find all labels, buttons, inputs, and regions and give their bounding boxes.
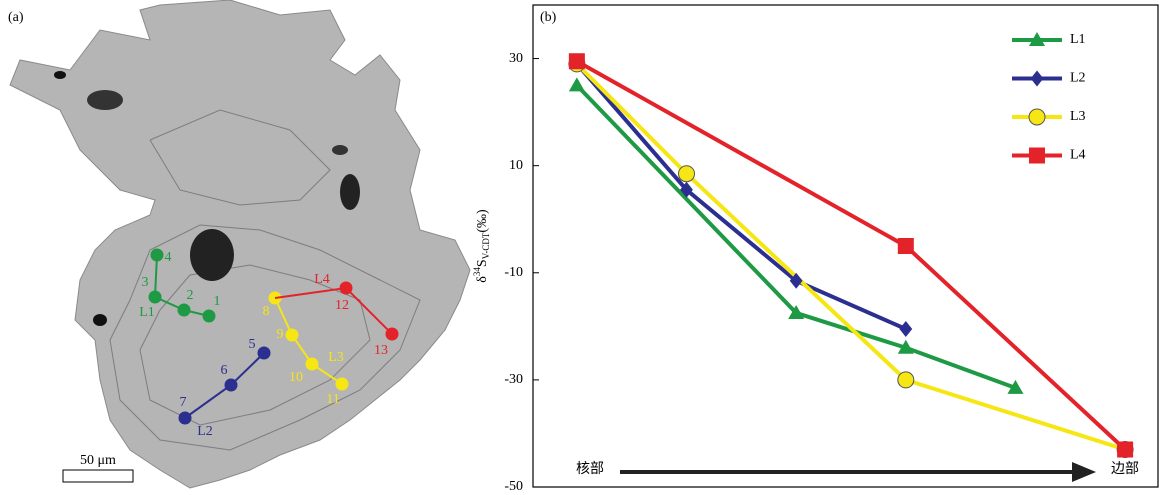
legend-label: L2 xyxy=(1070,71,1086,86)
sample-label: 10 xyxy=(289,370,303,385)
y-tick-label: 10 xyxy=(509,158,523,173)
figure: (a) 50 μm 1234L1567L2891011L31213L4 (b) … xyxy=(0,0,1162,490)
sample-point xyxy=(225,379,238,392)
series-line xyxy=(577,64,906,329)
dark-inclusion xyxy=(54,71,66,79)
y-tick-label: 30 xyxy=(509,51,523,66)
sample-label: 12 xyxy=(335,298,349,313)
arrow-end-label: 边部 xyxy=(1111,461,1139,477)
sample-point xyxy=(149,291,162,304)
legend-marker xyxy=(1029,109,1045,125)
legend-label: L3 xyxy=(1070,109,1086,124)
marker xyxy=(679,166,695,182)
sample-point xyxy=(336,378,349,391)
y-tick-label: -50 xyxy=(504,479,523,490)
sample-point xyxy=(286,329,299,342)
sample-label: 3 xyxy=(142,275,149,290)
sample-point xyxy=(179,412,192,425)
marker xyxy=(898,238,914,254)
sample-point xyxy=(178,304,191,317)
y-tick-label: -30 xyxy=(504,372,523,387)
sample-label: 2 xyxy=(187,288,194,303)
sample-label: 11 xyxy=(326,392,339,407)
panel-label: (b) xyxy=(540,10,557,25)
legend-label: L4 xyxy=(1070,148,1086,163)
legend-marker xyxy=(1029,148,1045,164)
marker xyxy=(1117,442,1133,458)
sample-label: 1 xyxy=(214,294,221,309)
sample-label: 13 xyxy=(374,343,388,358)
dark-inclusion xyxy=(340,174,360,210)
panel-label: (a) xyxy=(8,10,24,25)
y-label-part: (‰) xyxy=(475,209,490,233)
sample-point xyxy=(258,347,271,360)
sample-label: 8 xyxy=(263,304,270,319)
chart: 30 10 -10 -30 -50 L1 L2 L3 L4 xyxy=(504,32,1133,490)
sample-point xyxy=(306,358,319,371)
legend-marker xyxy=(1031,71,1044,87)
marker xyxy=(569,77,585,91)
y-tick-label: -10 xyxy=(504,265,523,280)
sample-label: 9 xyxy=(277,327,284,342)
track-label: L3 xyxy=(328,350,344,365)
dark-inclusion xyxy=(332,145,348,155)
sample-label: 6 xyxy=(221,363,228,378)
arrow-head xyxy=(1072,462,1096,482)
track-label: L2 xyxy=(197,424,213,439)
marker xyxy=(899,321,912,337)
plot-frame xyxy=(533,5,1158,487)
sample-label: 4 xyxy=(165,250,172,265)
scale-bar-label: 50 μm xyxy=(80,453,116,468)
y-axis-label: δ34SV-CDT(‰) xyxy=(472,209,491,283)
y-label-part: S xyxy=(475,259,490,267)
scale-bar xyxy=(63,470,133,482)
dark-inclusion xyxy=(190,229,234,281)
sample-point xyxy=(340,282,353,295)
crystal-image xyxy=(10,0,470,488)
sample-label: 5 xyxy=(249,337,256,352)
track-label: L1 xyxy=(139,305,155,320)
sample-label: 7 xyxy=(180,395,187,410)
track-label: L4 xyxy=(314,272,330,287)
sample-point xyxy=(151,249,164,262)
sample-point xyxy=(386,328,399,341)
y-label-part: V-CDT xyxy=(481,232,491,259)
marker xyxy=(569,53,585,69)
panel-b: (b) δ34SV-CDT(‰) 核部 边部 30 10 -10 -30 -50 L1 L2… xyxy=(472,5,1158,490)
marker xyxy=(898,372,914,388)
page: (a) 50 μm 1234L1567L2891011L31213L4 (b) … xyxy=(0,0,1162,495)
sample-point xyxy=(203,310,216,323)
dark-inclusion xyxy=(87,90,123,110)
legend-label: L1 xyxy=(1070,32,1086,47)
dark-inclusion xyxy=(93,314,107,326)
arrow-start-label: 核部 xyxy=(576,461,604,477)
